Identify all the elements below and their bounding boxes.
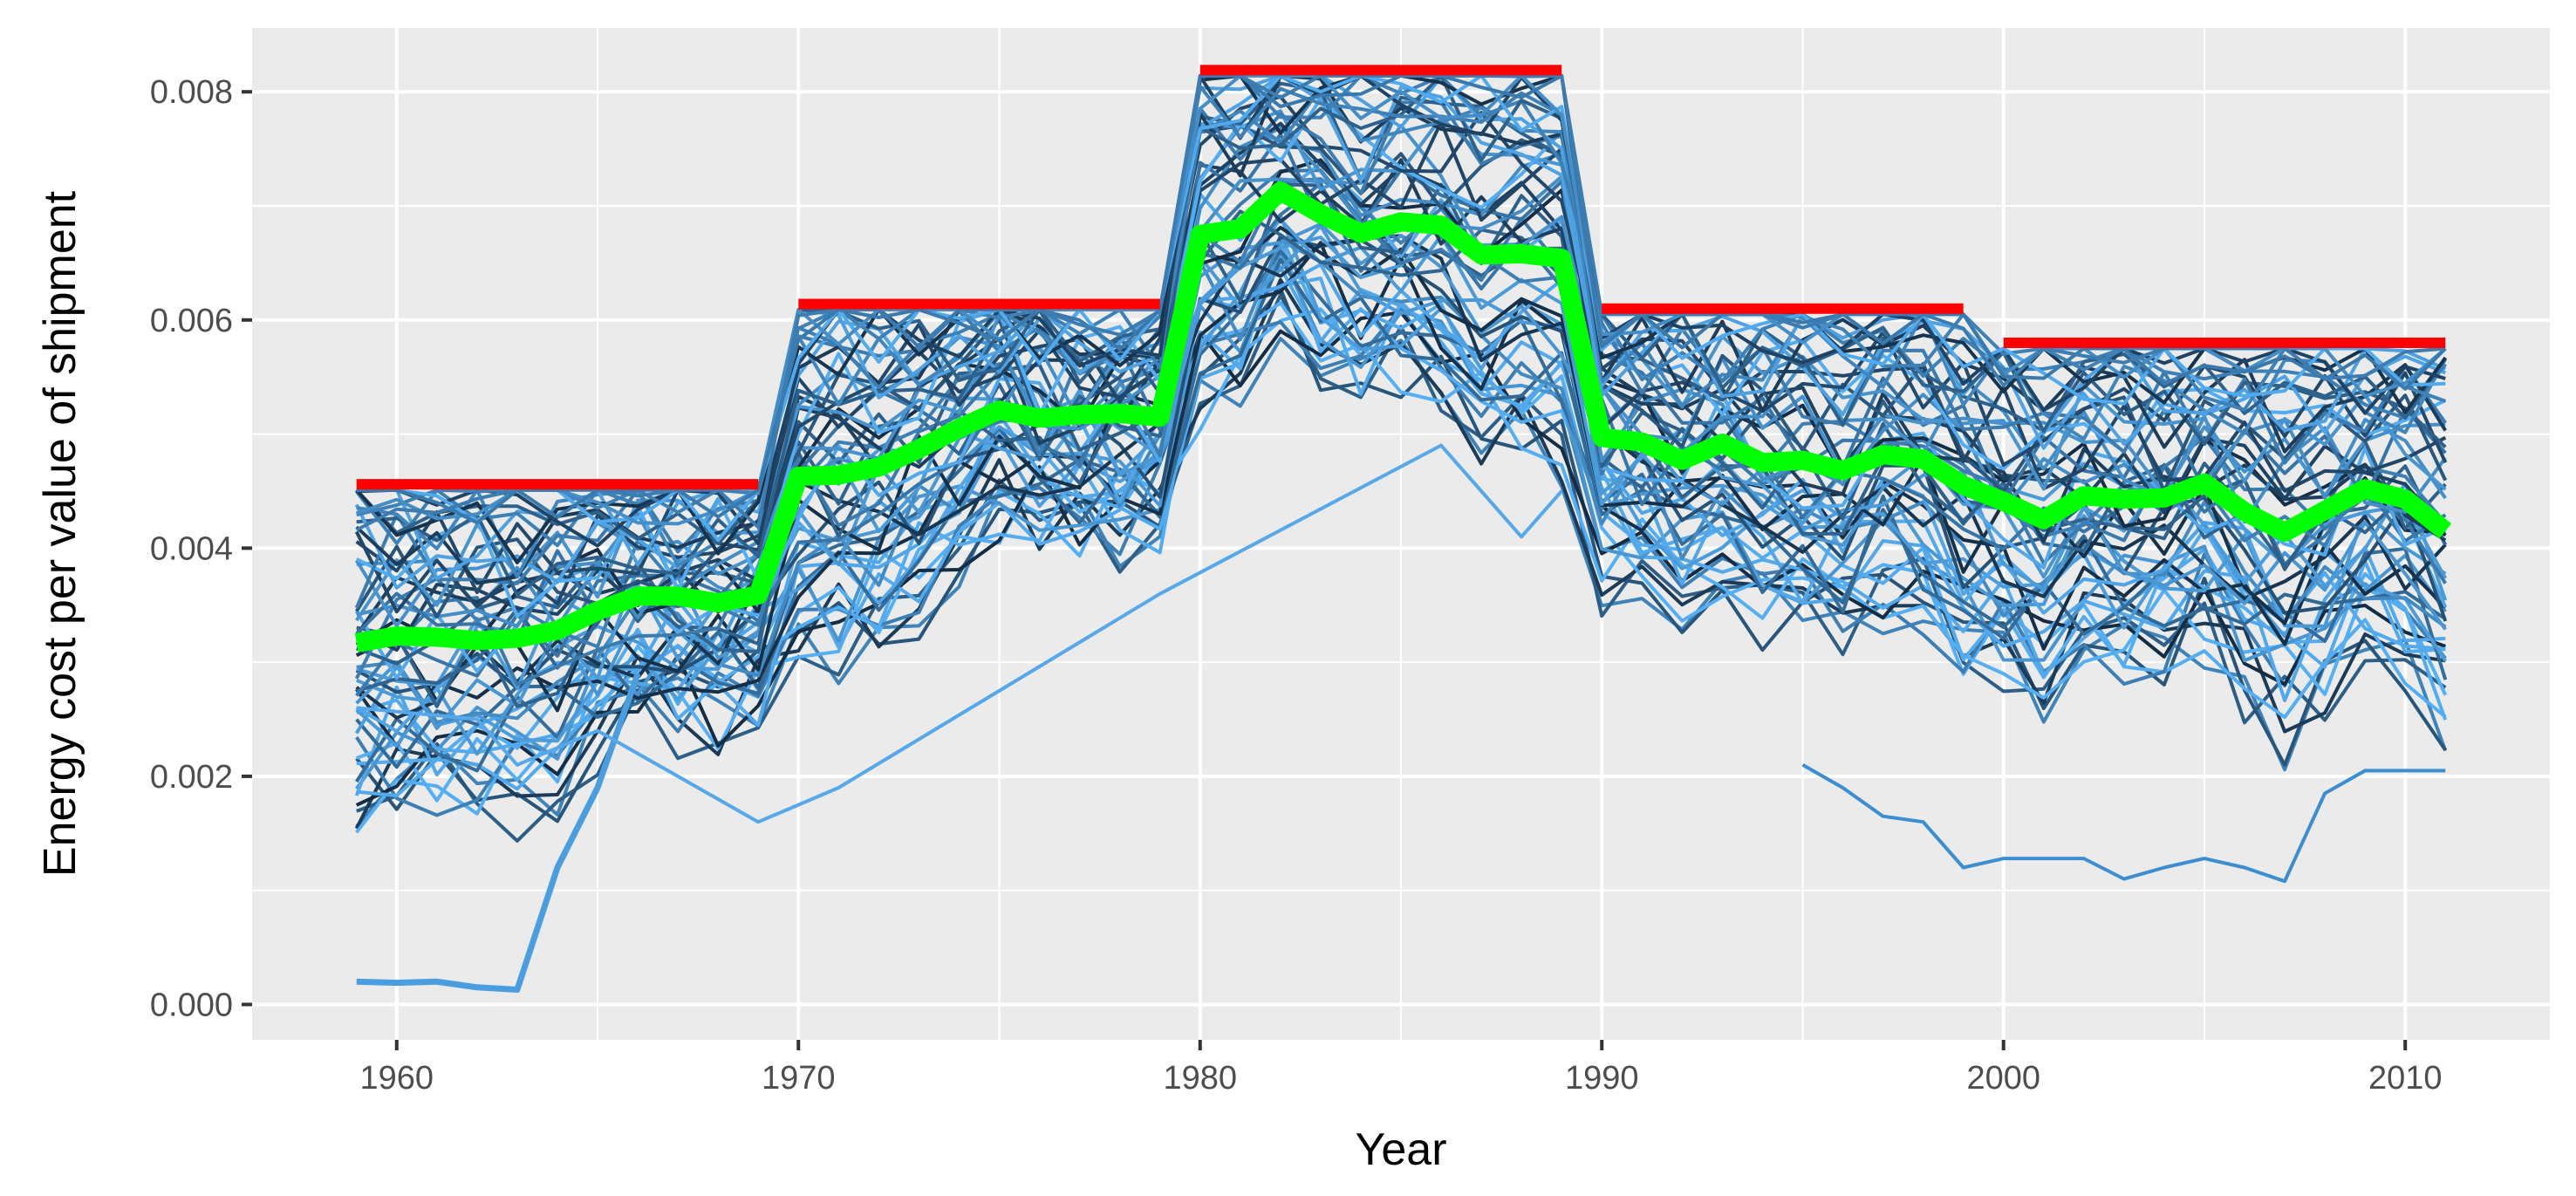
industry-line — [354, 161, 2447, 680]
industry-line — [356, 86, 2448, 578]
industry-line — [355, 124, 2448, 619]
industry-line — [354, 120, 2447, 614]
grid-minor — [252, 28, 2550, 1040]
x-tick-label: 2000 — [1966, 1060, 2040, 1097]
industry-line — [356, 73, 2447, 580]
industry-line — [355, 73, 2446, 532]
industry-line — [356, 239, 2448, 766]
y-tick-label: 0.000 — [150, 987, 233, 1023]
industry-line — [355, 249, 2448, 783]
x-tick-label: 1970 — [762, 1060, 836, 1097]
y-axis-title: Energy cost per value of shipment — [35, 190, 85, 877]
median-series — [354, 181, 2452, 653]
industry-line — [355, 168, 2447, 697]
x-axis: 1960 1970 1980 1990 2000 2010 — [360, 1040, 2443, 1097]
y-tick-label: 0.008 — [150, 74, 233, 111]
y-tick-label: 0.004 — [150, 530, 233, 567]
x-tick-label: 1990 — [1565, 1060, 1639, 1097]
x-axis-title: Year — [1355, 1124, 1446, 1175]
x-tick-label: 2010 — [2368, 1060, 2443, 1097]
industry-line-sparse — [356, 443, 1563, 824]
median-line — [354, 181, 2452, 653]
industry-line — [356, 301, 2448, 803]
x-tick-label: 1980 — [1163, 1060, 1237, 1097]
industry-line-outlier — [356, 673, 641, 993]
industry-line — [356, 238, 2447, 724]
decade-max-lines — [356, 65, 2446, 490]
industry-line — [356, 85, 2446, 517]
industry-line-low — [1801, 763, 2446, 884]
x-tick-label: 1960 — [360, 1060, 434, 1097]
y-axis: 0.000 0.002 0.004 0.006 0.008 — [150, 74, 252, 1023]
industry-line — [355, 287, 2447, 824]
industry-line — [356, 73, 2446, 543]
industry-line — [356, 73, 2446, 548]
industry-line — [355, 217, 2448, 704]
y-tick-label: 0.002 — [150, 759, 233, 796]
y-tick-label: 0.006 — [150, 303, 233, 339]
